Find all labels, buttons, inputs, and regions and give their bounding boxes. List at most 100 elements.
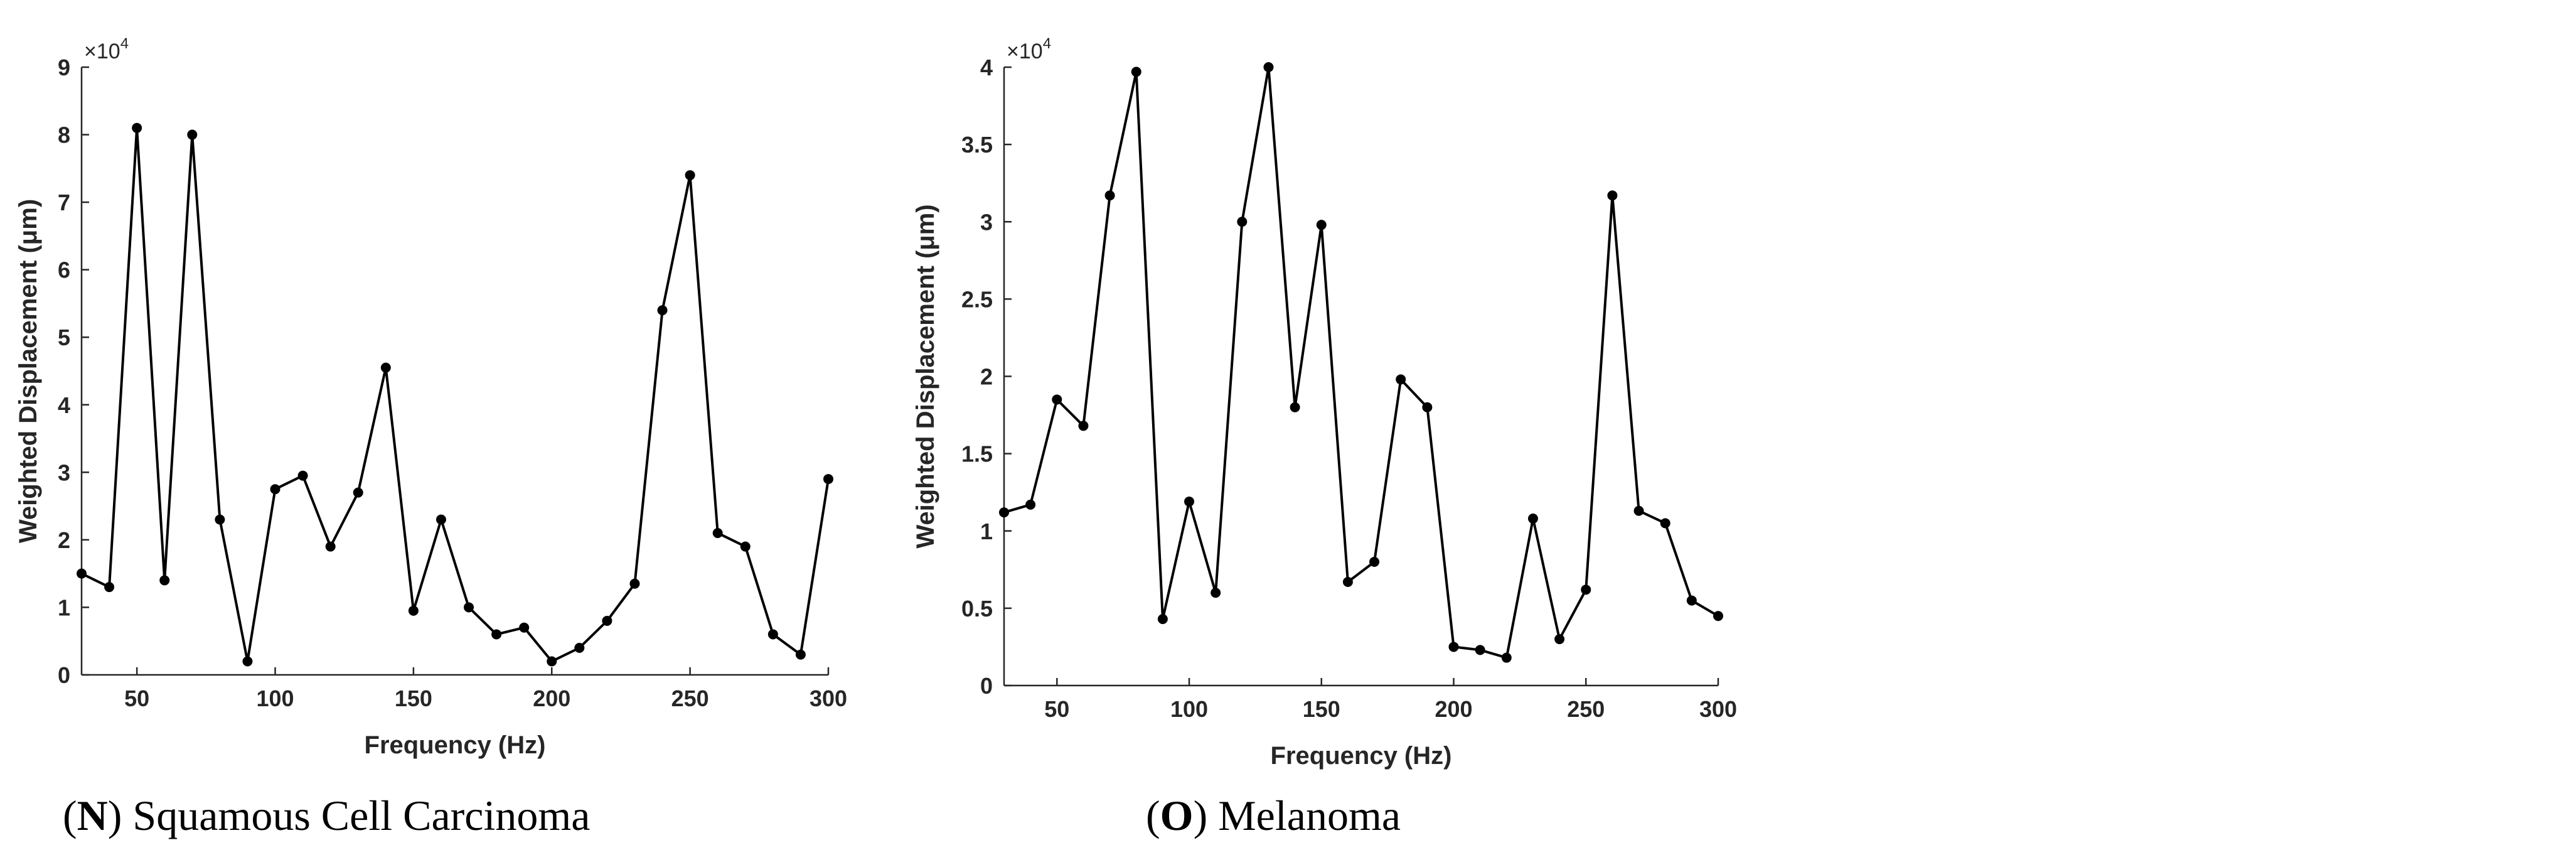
x-tick-label: 150 xyxy=(395,686,432,711)
y-tick-label: 9 xyxy=(58,55,70,80)
y-tick-label: 2 xyxy=(58,527,70,553)
data-point xyxy=(1448,642,1459,652)
data-point xyxy=(1131,67,1141,77)
caption-letter: O xyxy=(1160,792,1194,839)
caption-squamous-cell-carcinoma: (N) Squamous Cell Carcinoma xyxy=(63,792,590,839)
data-point xyxy=(1607,190,1618,201)
y-axis-label: Weighted Displacement (μm) xyxy=(912,204,939,548)
y-tick-label: 6 xyxy=(58,257,70,283)
data-point xyxy=(1263,62,1274,72)
data-point xyxy=(1184,496,1195,507)
x-axis-label: Frequency (Hz) xyxy=(365,731,546,759)
x-tick-label: 300 xyxy=(1699,696,1737,722)
data-point xyxy=(1422,402,1433,412)
multiplier-exponent: 4 xyxy=(120,35,129,52)
data-point xyxy=(1396,374,1406,385)
multiplier-base: ×10 xyxy=(1007,40,1043,63)
data-point xyxy=(685,170,695,181)
data-point xyxy=(740,541,751,552)
series-line xyxy=(1003,66,1719,659)
data-point xyxy=(187,129,198,140)
data-point xyxy=(1581,584,1591,595)
y-tick-label: 4 xyxy=(58,392,70,418)
data-point xyxy=(1686,595,1697,606)
data-point xyxy=(215,514,225,525)
x-tick-label: 50 xyxy=(1044,696,1069,722)
caption-close-paren: ) xyxy=(108,792,122,839)
caption-text: Squamous Cell Carcinoma xyxy=(122,792,590,839)
x-tick-label: 100 xyxy=(1170,696,1208,722)
data-point xyxy=(464,602,474,613)
y-tick-label: 2 xyxy=(980,364,993,390)
data-point xyxy=(999,507,1009,518)
data-point xyxy=(1501,652,1512,663)
data-point xyxy=(1633,505,1644,516)
data-point xyxy=(767,629,778,640)
data-point xyxy=(1025,499,1036,510)
data-point xyxy=(1527,514,1538,524)
axis-multiplier: ×104 xyxy=(84,35,129,63)
panel-squamous-cell-carcinoma: 0 1 2 3 4 5 6 7 8 9 50 100 150 200 250 300 Frequency (Hz… xyxy=(14,35,847,759)
y-tick-label: 0 xyxy=(980,673,993,699)
y-tick-label: 3.5 xyxy=(961,132,993,158)
multiplier-base: ×10 xyxy=(84,40,120,63)
data-point xyxy=(408,605,419,616)
caption-open-paren: ( xyxy=(1146,792,1160,839)
caption-letter: N xyxy=(77,792,108,839)
y-tick-label: 4 xyxy=(980,55,993,80)
data-point xyxy=(1475,645,1485,655)
caption-open-paren: ( xyxy=(63,792,77,839)
data-point xyxy=(519,622,530,633)
y-tick-label: 2.5 xyxy=(961,286,993,312)
x-tick-label: 200 xyxy=(1435,696,1472,722)
data-point xyxy=(1290,402,1300,412)
x-tick-label: 250 xyxy=(671,686,709,711)
data-point xyxy=(657,305,668,316)
y-tick-label: 0 xyxy=(58,662,70,688)
y-tick-label: 8 xyxy=(58,122,70,148)
data-point xyxy=(1237,217,1248,227)
panel-melanoma: 0 0.5 1 1.5 2 2.5 3 3.5 4 50 100 150 200 250 300 Freque… xyxy=(912,35,1737,770)
y-tick-label: 3 xyxy=(58,460,70,485)
series-line xyxy=(81,126,830,663)
data-point xyxy=(353,487,363,498)
multiplier-exponent: 4 xyxy=(1043,35,1051,52)
data-point xyxy=(1369,557,1380,567)
data-point xyxy=(1104,190,1115,201)
data-point xyxy=(104,582,115,593)
caption-melanoma: (O) Melanoma xyxy=(1146,792,1401,839)
x-tick-label: 50 xyxy=(124,686,149,711)
data-point xyxy=(629,578,640,589)
data-point xyxy=(1342,577,1353,588)
caption-close-paren: ) xyxy=(1194,792,1208,839)
x-tick-label: 100 xyxy=(256,686,294,711)
data-point xyxy=(1554,634,1565,645)
y-tick-label: 3 xyxy=(980,209,993,235)
data-point xyxy=(795,649,806,660)
x-tick-label: 150 xyxy=(1303,696,1340,722)
y-axis-label: Weighted Displacement (μm) xyxy=(14,199,42,543)
x-tick-label: 200 xyxy=(533,686,570,711)
data-point xyxy=(547,656,557,667)
data-point xyxy=(1157,614,1168,625)
y-tick-label: 5 xyxy=(58,325,70,350)
data-point xyxy=(823,474,833,485)
data-point xyxy=(297,470,308,481)
y-tick-label: 1 xyxy=(58,594,70,620)
x-tick-label: 300 xyxy=(810,686,847,711)
x-axis-label: Frequency (Hz) xyxy=(1271,742,1452,770)
data-point xyxy=(1078,421,1089,431)
data-point xyxy=(574,642,585,653)
data-point xyxy=(436,514,446,525)
data-point xyxy=(1713,611,1723,621)
y-tick-label: 1 xyxy=(980,519,993,544)
x-tick-label: 250 xyxy=(1567,696,1605,722)
y-tick-label: 7 xyxy=(58,190,70,215)
data-point xyxy=(159,575,170,586)
axis-multiplier: ×104 xyxy=(1007,35,1051,63)
data-point xyxy=(325,541,336,552)
data-point xyxy=(380,362,391,373)
data-point xyxy=(602,615,612,626)
